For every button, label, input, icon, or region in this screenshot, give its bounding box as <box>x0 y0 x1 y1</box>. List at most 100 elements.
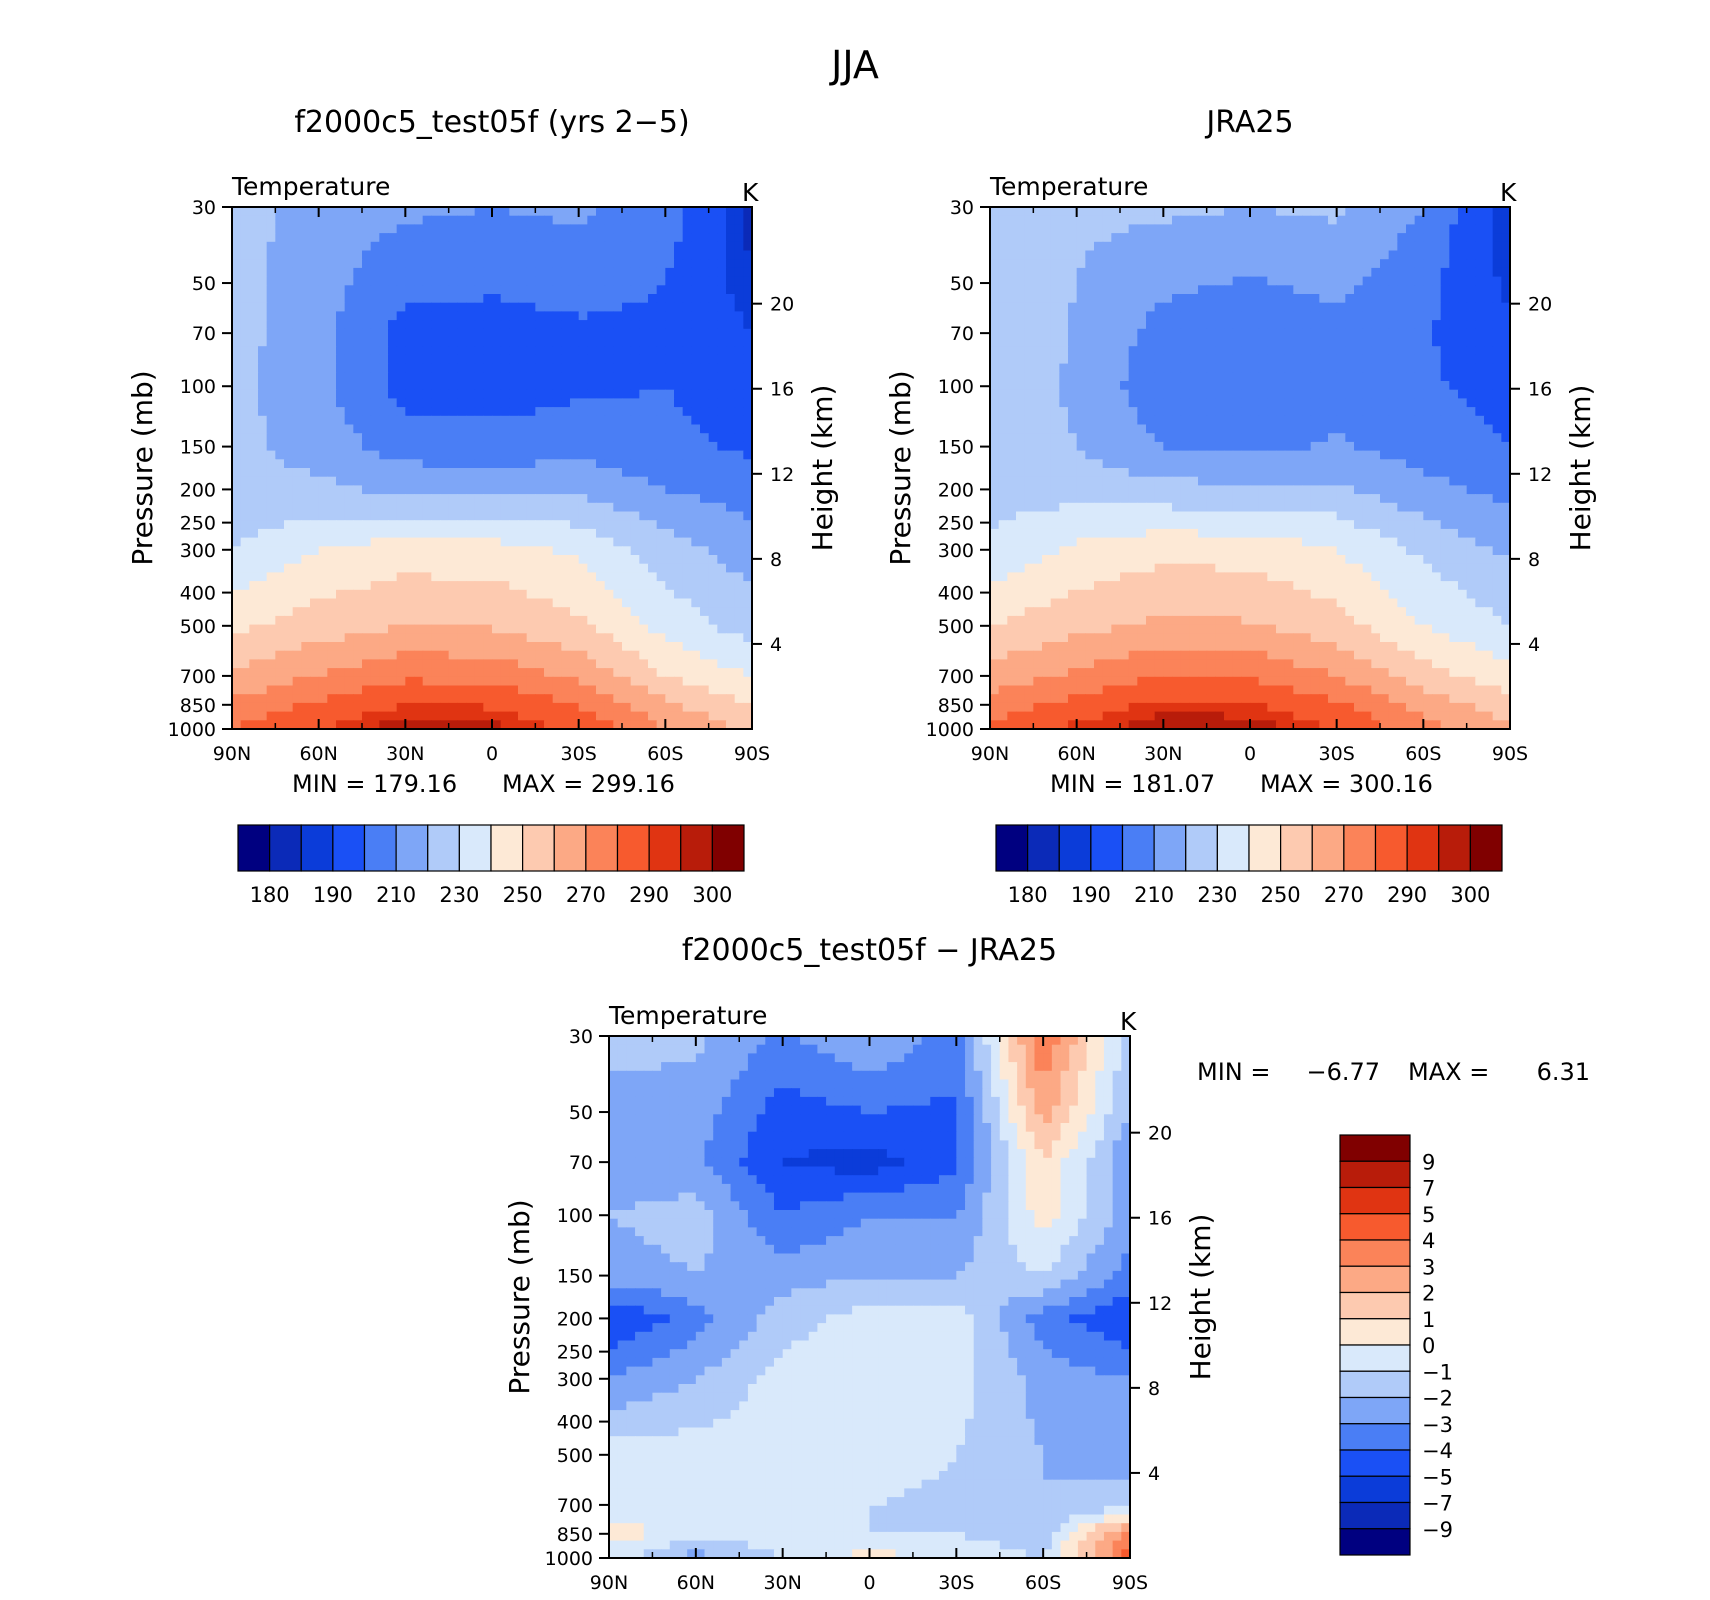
contour-cell <box>587 328 597 339</box>
contour-cell <box>1492 224 1502 234</box>
contour-cell <box>544 215 554 225</box>
contour-cell <box>1059 267 1069 278</box>
contour-cell <box>1120 267 1130 278</box>
contour-cell <box>440 659 450 669</box>
contour-cell <box>656 450 666 460</box>
contour-cell <box>249 581 259 591</box>
contour-cell <box>1050 354 1060 365</box>
contour-cell <box>691 555 701 565</box>
contour-cell <box>474 520 484 530</box>
contour-cell <box>587 337 597 347</box>
contour-cell <box>578 494 588 504</box>
contour-cell <box>622 711 632 721</box>
contour-cell <box>457 215 467 225</box>
contour-cell <box>396 702 406 713</box>
contour-cell <box>492 450 502 460</box>
contour-cell <box>509 615 519 626</box>
contour-cell <box>743 659 753 669</box>
contour-cell <box>440 476 450 486</box>
contour-cell <box>448 354 458 365</box>
contour-cell <box>396 563 406 573</box>
contour-cell <box>500 468 510 478</box>
contour-cell <box>492 389 502 399</box>
contour-cell <box>682 415 692 426</box>
contour-cell <box>310 250 320 260</box>
contour-cell <box>743 320 753 330</box>
contour-cell <box>396 642 406 652</box>
contour-cell <box>500 311 510 321</box>
contour-cell <box>292 711 302 721</box>
contour-cell <box>379 407 389 417</box>
contour-cell <box>708 433 718 443</box>
contour-cell <box>1406 337 1416 347</box>
contour-cell <box>249 320 259 330</box>
contour-cell <box>535 372 545 382</box>
contour-cell <box>318 502 328 513</box>
contour-cell <box>275 207 285 217</box>
contour-cell <box>518 650 528 660</box>
contour-cell <box>327 372 337 382</box>
contour-cell <box>1163 346 1173 356</box>
contour-cell <box>318 441 328 452</box>
contour-cell <box>284 259 294 269</box>
contour-cell <box>379 555 389 565</box>
contour-cell <box>466 476 476 486</box>
contour-cell <box>630 450 640 460</box>
contour-cell <box>1362 311 1372 321</box>
contour-cell <box>414 276 424 286</box>
contour-cell <box>483 528 493 539</box>
contour-cell <box>1484 259 1494 269</box>
contour-cell <box>1440 207 1450 217</box>
contour-cell <box>535 433 545 443</box>
contour-cell <box>448 328 458 339</box>
contour-cell <box>1276 224 1286 234</box>
contour-cell <box>258 468 268 478</box>
contour-cell <box>700 337 710 347</box>
contour-cell <box>275 311 285 321</box>
contour-cell <box>1302 276 1312 286</box>
contour-cell <box>1466 267 1476 278</box>
contour-cell <box>336 207 346 217</box>
contour-cell <box>1397 354 1407 365</box>
contour-cell <box>1128 294 1138 304</box>
contour-cell <box>1302 241 1312 252</box>
contour-cell <box>1414 285 1424 295</box>
contour-cell <box>1111 320 1121 330</box>
contour-cell <box>561 624 571 634</box>
contour-cell <box>396 311 406 321</box>
contour-cell <box>544 633 554 643</box>
contour-cell <box>431 241 441 252</box>
contour-cell <box>336 589 346 600</box>
contour-cell <box>474 476 484 486</box>
contour-cell <box>310 389 320 399</box>
contour-cell <box>327 485 337 495</box>
contour-cell <box>457 459 467 469</box>
contour-cell <box>492 528 502 539</box>
contour-cell <box>379 702 389 713</box>
contour-cell <box>743 337 753 347</box>
contour-cell <box>526 642 536 652</box>
contour-cell <box>509 415 519 426</box>
contour-cell <box>483 502 493 513</box>
contour-cell <box>1232 328 1242 339</box>
contour-cell <box>630 528 640 539</box>
contour-cell <box>344 320 354 330</box>
contour-cell <box>700 694 710 704</box>
contour-cell <box>284 659 294 669</box>
contour-cell <box>613 589 623 600</box>
contour-cell <box>535 407 545 417</box>
contour-cell <box>1215 276 1225 286</box>
contour-cell <box>474 389 484 399</box>
contour-cell <box>370 259 380 269</box>
contour-cell <box>474 485 484 495</box>
contour-cell <box>379 563 389 573</box>
contour-cell <box>665 207 675 217</box>
contour-cell <box>552 398 562 408</box>
contour-cell <box>483 276 493 286</box>
contour-cell <box>353 581 363 591</box>
contour-cell <box>674 659 684 669</box>
contour-cell <box>596 685 606 695</box>
contour-cell <box>1137 328 1147 339</box>
contour-cell <box>327 302 337 312</box>
contour-cell <box>639 302 649 312</box>
